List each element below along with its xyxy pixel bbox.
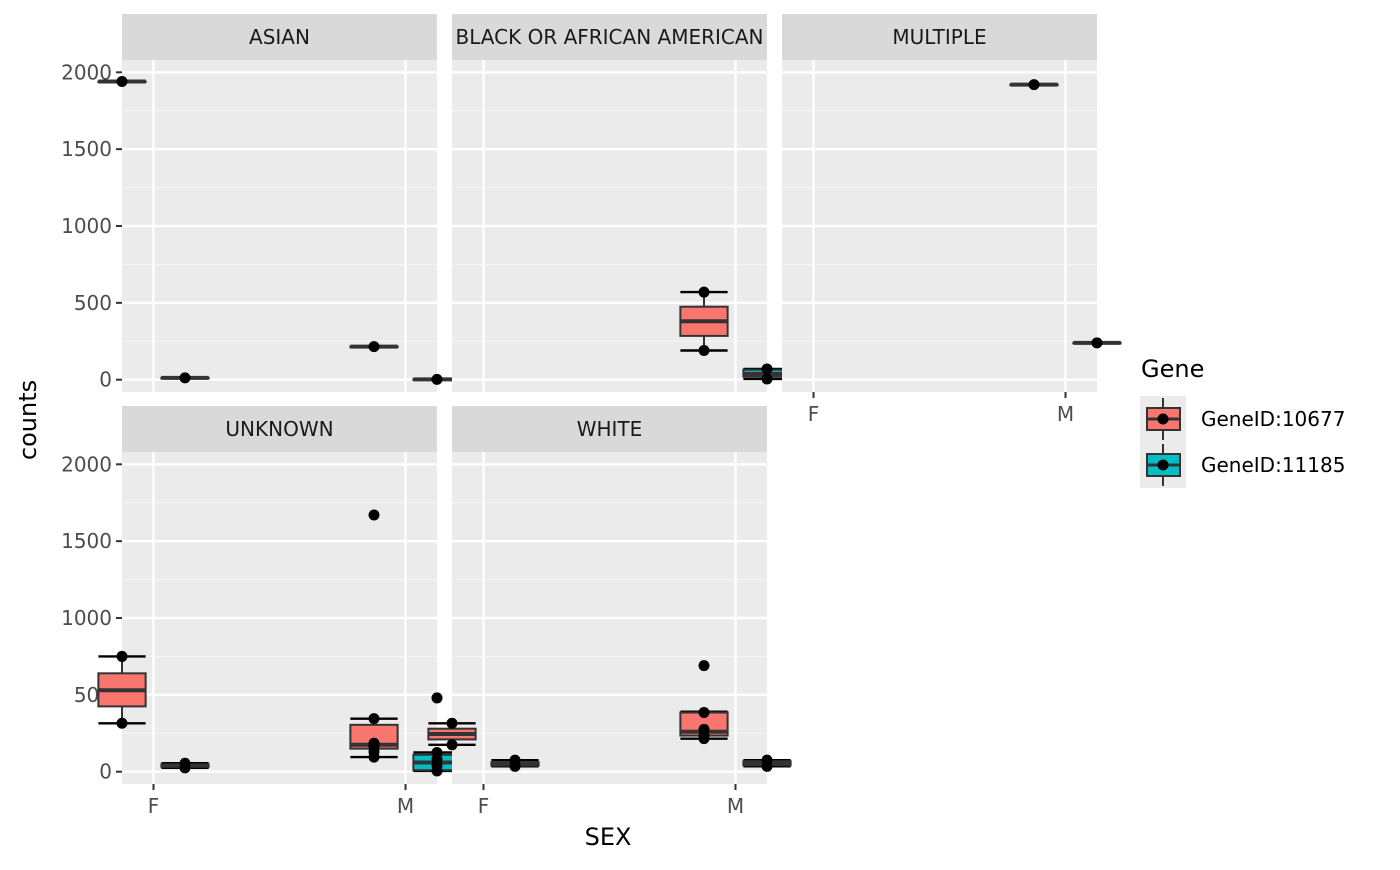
- x-tick-label: F: [148, 794, 160, 818]
- data-point: [446, 717, 458, 729]
- box-geneid-11185-m: [742, 754, 792, 772]
- facet-strip-label: ASIAN: [249, 25, 310, 49]
- legend-label: GeneID:11185: [1201, 453, 1345, 477]
- data-point: [698, 723, 710, 735]
- legend-entry: GeneID:10677: [1146, 398, 1345, 440]
- legend-title: Gene: [1141, 355, 1204, 383]
- facet-strip: [782, 14, 1097, 60]
- data-point: [179, 757, 191, 769]
- legend-label: GeneID:10677: [1201, 407, 1345, 431]
- data-point: [446, 739, 458, 751]
- box-geneid-10677-m: [679, 660, 729, 745]
- data-point: [761, 754, 773, 766]
- box-geneid-10677-f: [97, 650, 147, 729]
- facet-strip-label: UNKNOWN: [225, 417, 333, 441]
- facet-strip: [452, 14, 767, 60]
- legend: Gene GeneID:10677 GeneID:11185: [1140, 355, 1345, 488]
- facet-strip: [452, 406, 767, 452]
- facet-panel: MULTIPLE F M: [782, 14, 1122, 426]
- data-point: [368, 509, 380, 521]
- x-tick-label: F: [478, 794, 490, 818]
- box-geneid-11185-f: [490, 754, 540, 772]
- data-point: [1091, 337, 1103, 349]
- legend-point: [1157, 459, 1169, 471]
- y-tick-label: 500: [74, 291, 112, 315]
- box-geneid-11185-m: [1072, 337, 1122, 349]
- data-point: [761, 373, 773, 385]
- legend-entry: GeneID:11185: [1146, 444, 1345, 486]
- box-geneid-11185-f: [160, 372, 210, 384]
- legend-point: [1157, 413, 1169, 425]
- y-tick-label: 1500: [61, 137, 112, 161]
- box-geneid-10677-f: [427, 717, 477, 751]
- data-point: [116, 717, 128, 729]
- data-point: [179, 372, 191, 384]
- y-tick-label: 0: [99, 368, 112, 392]
- y-tick-label: 1000: [61, 214, 112, 238]
- x-tick-label: M: [727, 794, 744, 818]
- data-point: [698, 707, 710, 719]
- panels-layer: ASIAN 0 500 1000 1500 2000 BLACK OR AFRICAN AM…: [61, 14, 1122, 818]
- facet-strip: [122, 14, 437, 60]
- data-point: [368, 737, 380, 749]
- y-tick-label: 0: [99, 760, 112, 784]
- x-axis-title: SEX: [585, 823, 632, 851]
- data-point: [431, 746, 443, 758]
- x-tick-label: F: [808, 402, 820, 426]
- facet-strip-label: WHITE: [577, 417, 643, 441]
- box-geneid-11185-f: [160, 757, 210, 774]
- facet-panel: BLACK OR AFRICAN AMERICAN: [452, 14, 792, 392]
- data-point: [116, 76, 128, 88]
- box-geneid-10677-m: [1009, 79, 1059, 91]
- data-point: [368, 341, 380, 353]
- legend-entries: GeneID:10677 GeneID:11185: [1146, 398, 1345, 486]
- facet-panel: WHITE F M: [427, 406, 792, 818]
- box-geneid-10677-m: [349, 341, 399, 353]
- facet-strip-label: BLACK OR AFRICAN AMERICAN: [455, 25, 763, 49]
- data-point: [368, 713, 380, 725]
- y-tick-label: 1500: [61, 529, 112, 553]
- y-tick-label: 2000: [61, 452, 112, 476]
- data-point: [509, 754, 521, 766]
- data-point: [431, 692, 443, 704]
- data-point: [116, 650, 128, 662]
- facet-strip-label: MULTIPLE: [892, 25, 986, 49]
- data-point: [1028, 79, 1040, 91]
- data-point: [698, 660, 710, 672]
- box-geneid-10677-f: [97, 76, 147, 88]
- x-tick-label: M: [1057, 402, 1074, 426]
- box-geneid-10677-m: [679, 286, 729, 356]
- data-point: [698, 345, 710, 356]
- y-tick-label: 1000: [61, 606, 112, 630]
- box-geneid-10677-m: [349, 509, 399, 763]
- x-tick-label: M: [397, 794, 414, 818]
- data-point: [431, 373, 443, 385]
- facet-strip: [122, 406, 437, 452]
- y-axis-title: counts: [14, 380, 42, 460]
- data-point: [761, 363, 773, 375]
- data-point: [698, 286, 710, 298]
